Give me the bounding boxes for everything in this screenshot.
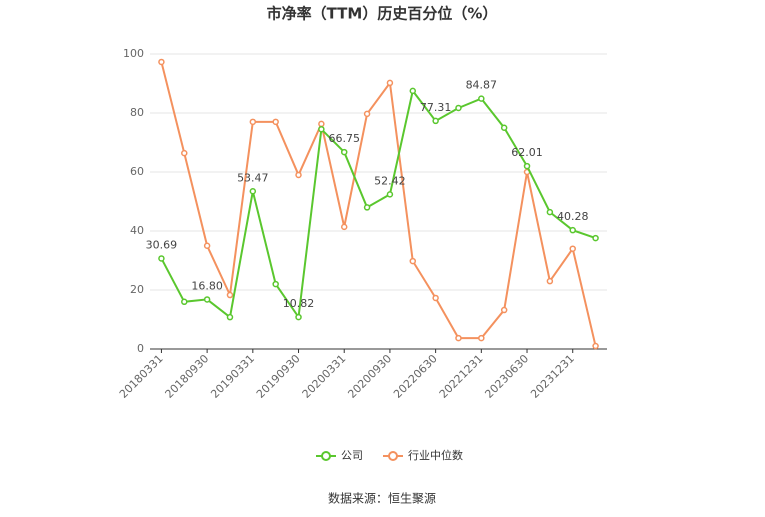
y-tick-label: 20	[130, 283, 144, 296]
point	[340, 148, 348, 156]
series-line	[160, 61, 597, 347]
point	[226, 313, 234, 321]
legend-label: 行业中位数	[408, 448, 463, 462]
point	[386, 191, 394, 198]
point	[363, 110, 371, 118]
legend-marker	[388, 451, 398, 461]
x-tick-label: 20200331	[300, 352, 349, 401]
value-label: 30.69	[146, 238, 178, 251]
x-tick-label: 20200930	[345, 352, 394, 401]
point	[363, 204, 371, 211]
y-tick-label: 0	[137, 342, 144, 355]
value-label: 10.82	[283, 297, 315, 310]
point	[592, 234, 599, 242]
value-label: 40.28	[557, 210, 589, 223]
point	[455, 104, 462, 112]
value-label: 77.31	[420, 101, 452, 114]
series-line	[160, 88, 596, 320]
x-tick-label: 20180930	[163, 352, 212, 401]
point	[318, 125, 325, 133]
point	[409, 257, 417, 265]
legend-marker	[321, 451, 331, 461]
point	[203, 242, 211, 249]
point	[181, 298, 188, 306]
point	[432, 294, 439, 302]
value-label: 62.01	[511, 146, 543, 159]
point	[478, 95, 485, 102]
x-tick-label: 20220630	[391, 352, 440, 401]
point	[158, 255, 165, 262]
point	[546, 208, 554, 216]
value-label: 16.80	[191, 279, 223, 292]
x-tick-label: 20230630	[482, 352, 531, 401]
y-tick-label: 40	[130, 224, 144, 237]
point	[569, 245, 576, 252]
source: 数据来源：恒生聚源	[328, 491, 436, 506]
point	[340, 223, 348, 231]
point	[249, 118, 257, 126]
point	[226, 291, 234, 299]
point	[158, 58, 165, 66]
x-tick-label: 20190331	[208, 352, 257, 401]
point	[500, 306, 508, 314]
point	[249, 188, 257, 195]
value-label: 84.87	[466, 79, 498, 92]
point	[478, 334, 485, 342]
point	[295, 171, 302, 179]
point	[272, 280, 279, 288]
legend-label: 公司	[341, 449, 363, 462]
y-tick-label: 100	[123, 47, 144, 60]
point	[386, 79, 394, 87]
point	[318, 120, 325, 128]
point	[409, 87, 417, 95]
x-tick-label: 20190930	[254, 352, 303, 401]
y-tick-label: 60	[130, 165, 144, 178]
value-label: 52.42	[374, 174, 406, 187]
x-tick-label: 20180331	[117, 352, 166, 401]
point	[569, 226, 576, 234]
point	[592, 342, 599, 350]
point	[546, 277, 554, 285]
x-tick-label: 20221231	[437, 352, 486, 401]
point	[295, 313, 302, 321]
chart-title: 市净率（TTM）历史百分位（%）	[267, 5, 498, 23]
point	[523, 162, 531, 170]
point	[203, 296, 211, 303]
point	[272, 118, 279, 126]
value-label: 66.75	[328, 132, 360, 145]
y-tick-label: 80	[130, 106, 144, 119]
point	[432, 117, 439, 125]
value-label: 53.47	[237, 171, 269, 184]
point	[455, 334, 462, 342]
point	[500, 124, 508, 131]
x-tick-label: 20231231	[528, 352, 577, 401]
point	[181, 149, 188, 157]
